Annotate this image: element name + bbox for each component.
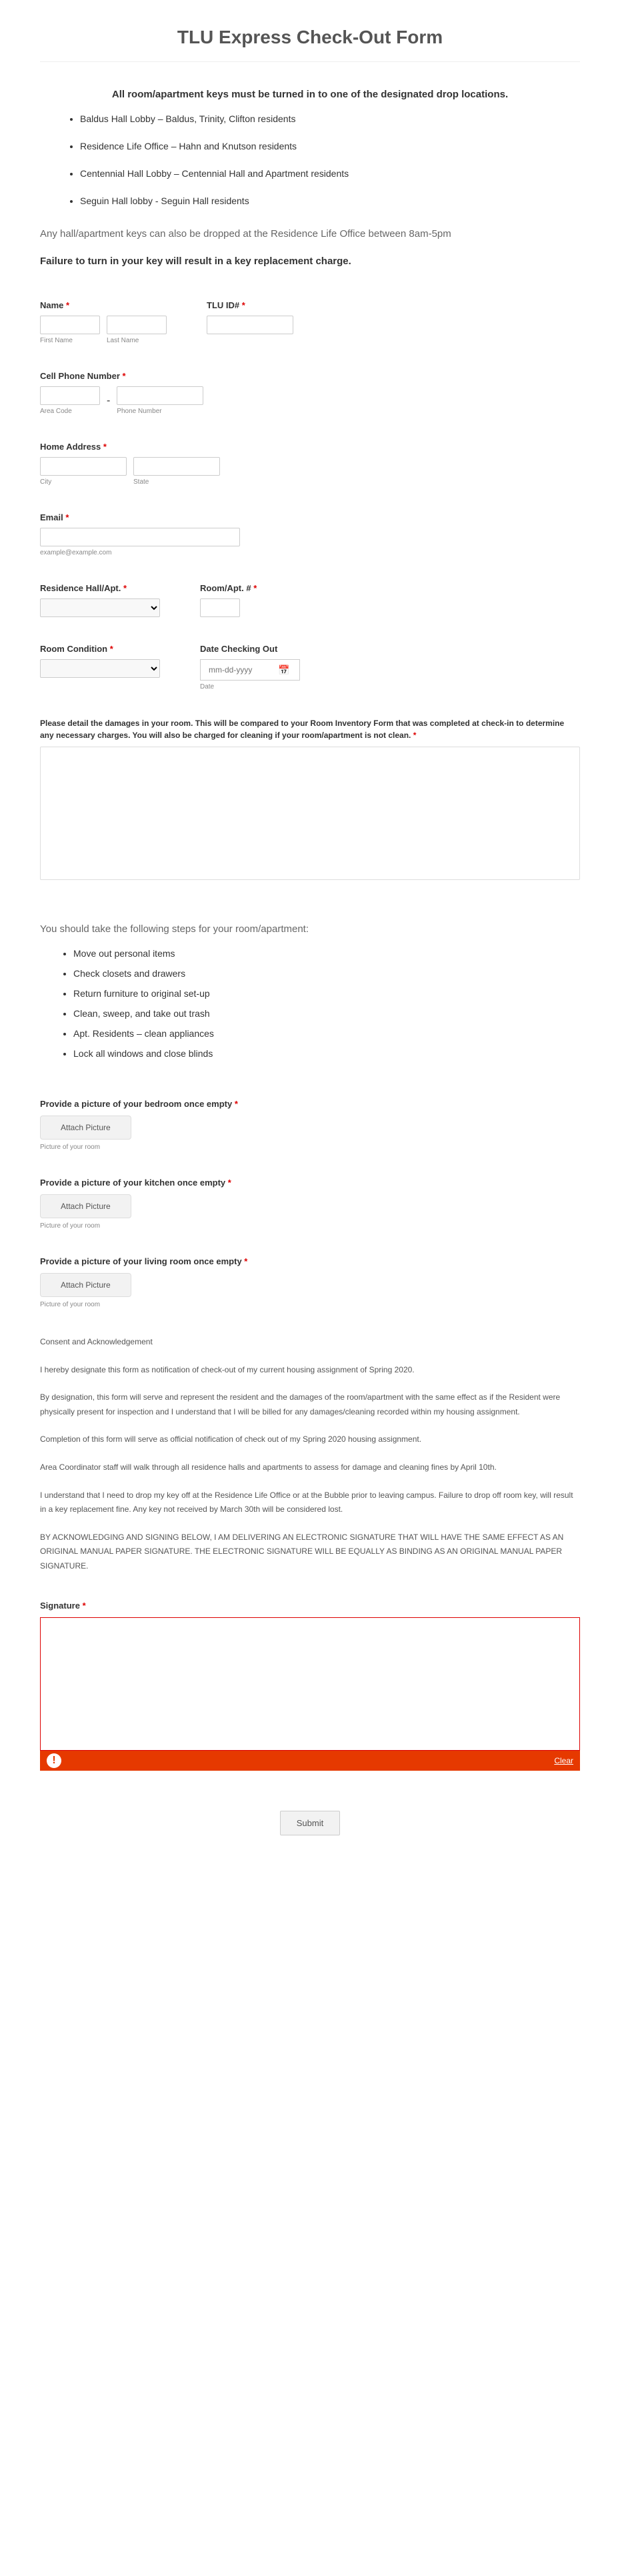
state-input[interactable] [133, 457, 220, 476]
signature-bar: ! Clear [40, 1751, 580, 1771]
signature-label: Signature * [40, 1601, 580, 1611]
location-item: Centennial Hall Lobby – Centennial Hall … [80, 168, 580, 179]
consent-p6: BY ACKNOWLEDGING AND SIGNING BELOW, I AM… [40, 1531, 580, 1574]
kitchen-pic-sublabel: Picture of your room [40, 1222, 580, 1230]
date-input[interactable] [205, 661, 278, 679]
reshall-label: Residence Hall/Apt. * [40, 583, 160, 593]
location-item: Baldus Hall Lobby – Baldus, Trinity, Cli… [80, 113, 580, 124]
first-name-sublabel: First Name [40, 337, 100, 344]
last-name-sublabel: Last Name [107, 337, 167, 344]
roomapt-input[interactable] [200, 598, 240, 617]
kitchen-pic-label: Provide a picture of your kitchen once e… [40, 1178, 580, 1188]
state-sublabel: State [133, 478, 220, 486]
email-input[interactable] [40, 528, 240, 546]
consent-p5: I understand that I need to drop my key … [40, 1488, 580, 1517]
consent-p1: I hereby designate this form as notifica… [40, 1363, 580, 1378]
key-warning: Failure to turn in your key will result … [40, 256, 580, 267]
name-label: Name * [40, 300, 167, 310]
first-name-input[interactable] [40, 316, 100, 334]
step-item: Return furniture to original set-up [73, 988, 580, 999]
address-label: Home Address * [40, 442, 220, 452]
roomcond-select[interactable] [40, 659, 160, 678]
divider [40, 61, 580, 62]
area-code-input[interactable] [40, 386, 100, 405]
step-item: Clean, sweep, and take out trash [73, 1008, 580, 1019]
living-pic-sublabel: Picture of your room [40, 1301, 580, 1308]
consent-p4: Area Coordinator staff will walk through… [40, 1460, 580, 1475]
steps-list: Move out personal items Check closets an… [40, 948, 580, 1059]
warning-icon: ! [47, 1753, 61, 1768]
clear-signature-link[interactable]: Clear [554, 1756, 573, 1765]
consent-p2: By designation, this form will serve and… [40, 1390, 580, 1419]
page-title: TLU Express Check-Out Form [40, 27, 580, 48]
email-label: Email * [40, 512, 240, 522]
phone-sep: - [107, 395, 110, 407]
location-list: Baldus Hall Lobby – Baldus, Trinity, Cli… [40, 113, 580, 206]
submit-button[interactable]: Submit [280, 1811, 340, 1835]
calendar-icon[interactable]: 📅 [278, 665, 289, 676]
consent-title: Consent and Acknowledgement [40, 1335, 580, 1350]
roomapt-label: Room/Apt. # * [200, 583, 257, 593]
location-item: Residence Life Office – Hahn and Knutson… [80, 141, 580, 151]
living-pic-label: Provide a picture of your living room on… [40, 1256, 580, 1266]
step-item: Lock all windows and close blinds [73, 1048, 580, 1059]
signature-pad[interactable] [40, 1617, 580, 1751]
tluid-input[interactable] [207, 316, 293, 334]
consent-p3: Completion of this form will serve as of… [40, 1432, 580, 1447]
location-item: Seguin Hall lobby - Seguin Hall resident… [80, 195, 580, 206]
attach-kitchen-button[interactable]: Attach Picture [40, 1194, 131, 1218]
steps-intro: You should take the following steps for … [40, 923, 580, 935]
tluid-label: TLU ID# * [207, 300, 293, 310]
reshall-select[interactable] [40, 598, 160, 617]
consent-section: Consent and Acknowledgement I hereby des… [40, 1335, 580, 1574]
city-input[interactable] [40, 457, 127, 476]
phone-label: Cell Phone Number * [40, 371, 203, 381]
phone-number-input[interactable] [117, 386, 203, 405]
damages-textarea[interactable] [40, 747, 580, 880]
drop-note: Any hall/apartment keys can also be drop… [40, 226, 580, 242]
damage-label: Please detail the damages in your room. … [40, 717, 580, 741]
intro-text: All room/apartment keys must be turned i… [40, 89, 580, 100]
email-sublabel: example@example.com [40, 549, 240, 556]
checkout-label: Date Checking Out [200, 644, 300, 654]
roomcond-label: Room Condition * [40, 644, 160, 654]
step-item: Apt. Residents – clean appliances [73, 1028, 580, 1039]
bedroom-pic-sublabel: Picture of your room [40, 1144, 580, 1151]
city-sublabel: City [40, 478, 127, 486]
step-item: Check closets and drawers [73, 968, 580, 979]
bedroom-pic-label: Provide a picture of your bedroom once e… [40, 1099, 580, 1109]
date-sublabel: Date [200, 683, 300, 691]
area-code-sublabel: Area Code [40, 408, 100, 415]
step-item: Move out personal items [73, 948, 580, 959]
attach-living-button[interactable]: Attach Picture [40, 1273, 131, 1297]
attach-bedroom-button[interactable]: Attach Picture [40, 1116, 131, 1140]
last-name-input[interactable] [107, 316, 167, 334]
phone-number-sublabel: Phone Number [117, 408, 203, 415]
